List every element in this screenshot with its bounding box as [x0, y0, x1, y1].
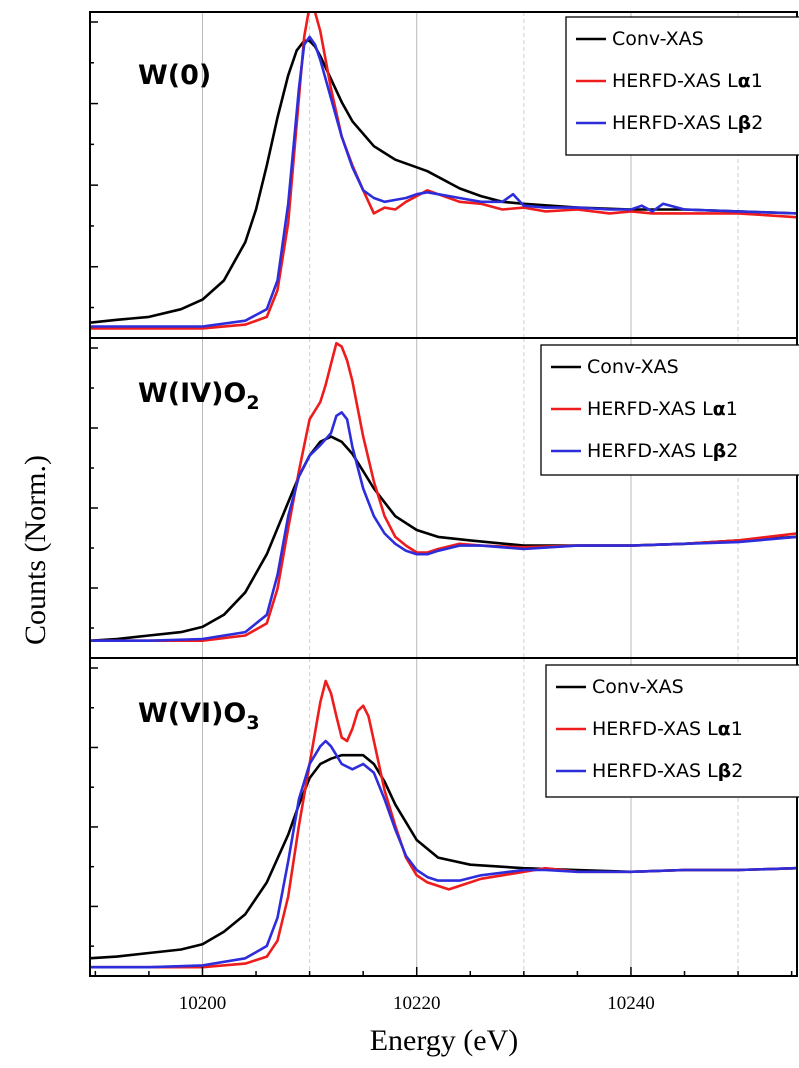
legend-label-conv: Conv-XAS	[612, 28, 704, 50]
legend-label-symbol: β	[713, 440, 727, 462]
x-tick-label: 10200	[179, 993, 227, 1014]
x-axis: 10200 10220 10240	[94, 967, 793, 1014]
legend-label-prefix: HERFD-XAS L	[612, 70, 738, 92]
legend-label-prefix: HERFD-XAS L	[587, 398, 713, 420]
series-lb2-line	[91, 35, 796, 328]
y-axis-label: Counts (Norm.)	[19, 455, 52, 645]
legend-label-la1: HERFD-XAS Lα1	[587, 398, 738, 420]
legend-label-symbol: β	[738, 112, 752, 134]
legend-label-lb2: HERFD-XAS Lβ2	[612, 112, 763, 134]
legend-label-conv: Conv-XAS	[587, 356, 679, 378]
x-tick-label: 10220	[393, 993, 441, 1014]
legend-label-suffix: 2	[751, 112, 763, 134]
panel-title: W(0)	[138, 60, 211, 91]
legend-label-la1: HERFD-XAS Lα1	[592, 718, 743, 740]
panel-title-main: W(VI)O	[138, 698, 246, 729]
legend-label-suffix: 1	[731, 718, 743, 740]
panel-title-main: W(IV)O	[138, 378, 246, 409]
legend-label-prefix: HERFD-XAS L	[587, 440, 713, 462]
legend-label-prefix: Conv-XAS	[612, 28, 704, 50]
legend-label-prefix: Conv-XAS	[592, 676, 684, 698]
legend-label-suffix: 2	[731, 760, 743, 782]
legend-label-lb2: HERFD-XAS Lβ2	[587, 440, 738, 462]
panel-title-main: W(0)	[138, 60, 211, 91]
legend-label-prefix: HERFD-XAS L	[592, 760, 718, 782]
panel-title: W(VI)O3	[138, 698, 260, 734]
legend-label-lb2: HERFD-XAS Lβ2	[592, 760, 743, 782]
legend-label-symbol: α	[718, 718, 731, 740]
panel-frame	[89, 657, 798, 977]
legend-label-conv: Conv-XAS	[592, 676, 684, 698]
legend-label-prefix: Conv-XAS	[587, 356, 679, 378]
legend-label-suffix: 1	[751, 70, 763, 92]
series-lb2-line	[91, 739, 796, 969]
legend-label-prefix: HERFD-XAS L	[592, 718, 718, 740]
legend-label-prefix: HERFD-XAS L	[612, 112, 738, 134]
x-axis-label: Energy (eV)	[370, 1024, 519, 1057]
x-tick-label: 10240	[607, 993, 655, 1014]
legend-label-suffix: 1	[726, 398, 738, 420]
legend-label-symbol: β	[718, 760, 732, 782]
series-la1-line	[91, 13, 796, 330]
series-lb2-line	[91, 411, 796, 642]
panel-title-subscript: 2	[246, 392, 259, 414]
series-la1-line	[91, 679, 796, 969]
panel-title: W(IV)O2	[138, 378, 260, 414]
series-la1-line	[91, 341, 796, 642]
legend-label-la1: HERFD-XAS Lα1	[612, 70, 763, 92]
legend-label-symbol: α	[713, 398, 726, 420]
legend-label-suffix: 2	[726, 440, 738, 462]
legend-label-symbol: α	[738, 70, 751, 92]
legend-box	[540, 344, 799, 476]
panel-title-subscript: 3	[246, 712, 259, 734]
legend-box	[545, 664, 799, 798]
